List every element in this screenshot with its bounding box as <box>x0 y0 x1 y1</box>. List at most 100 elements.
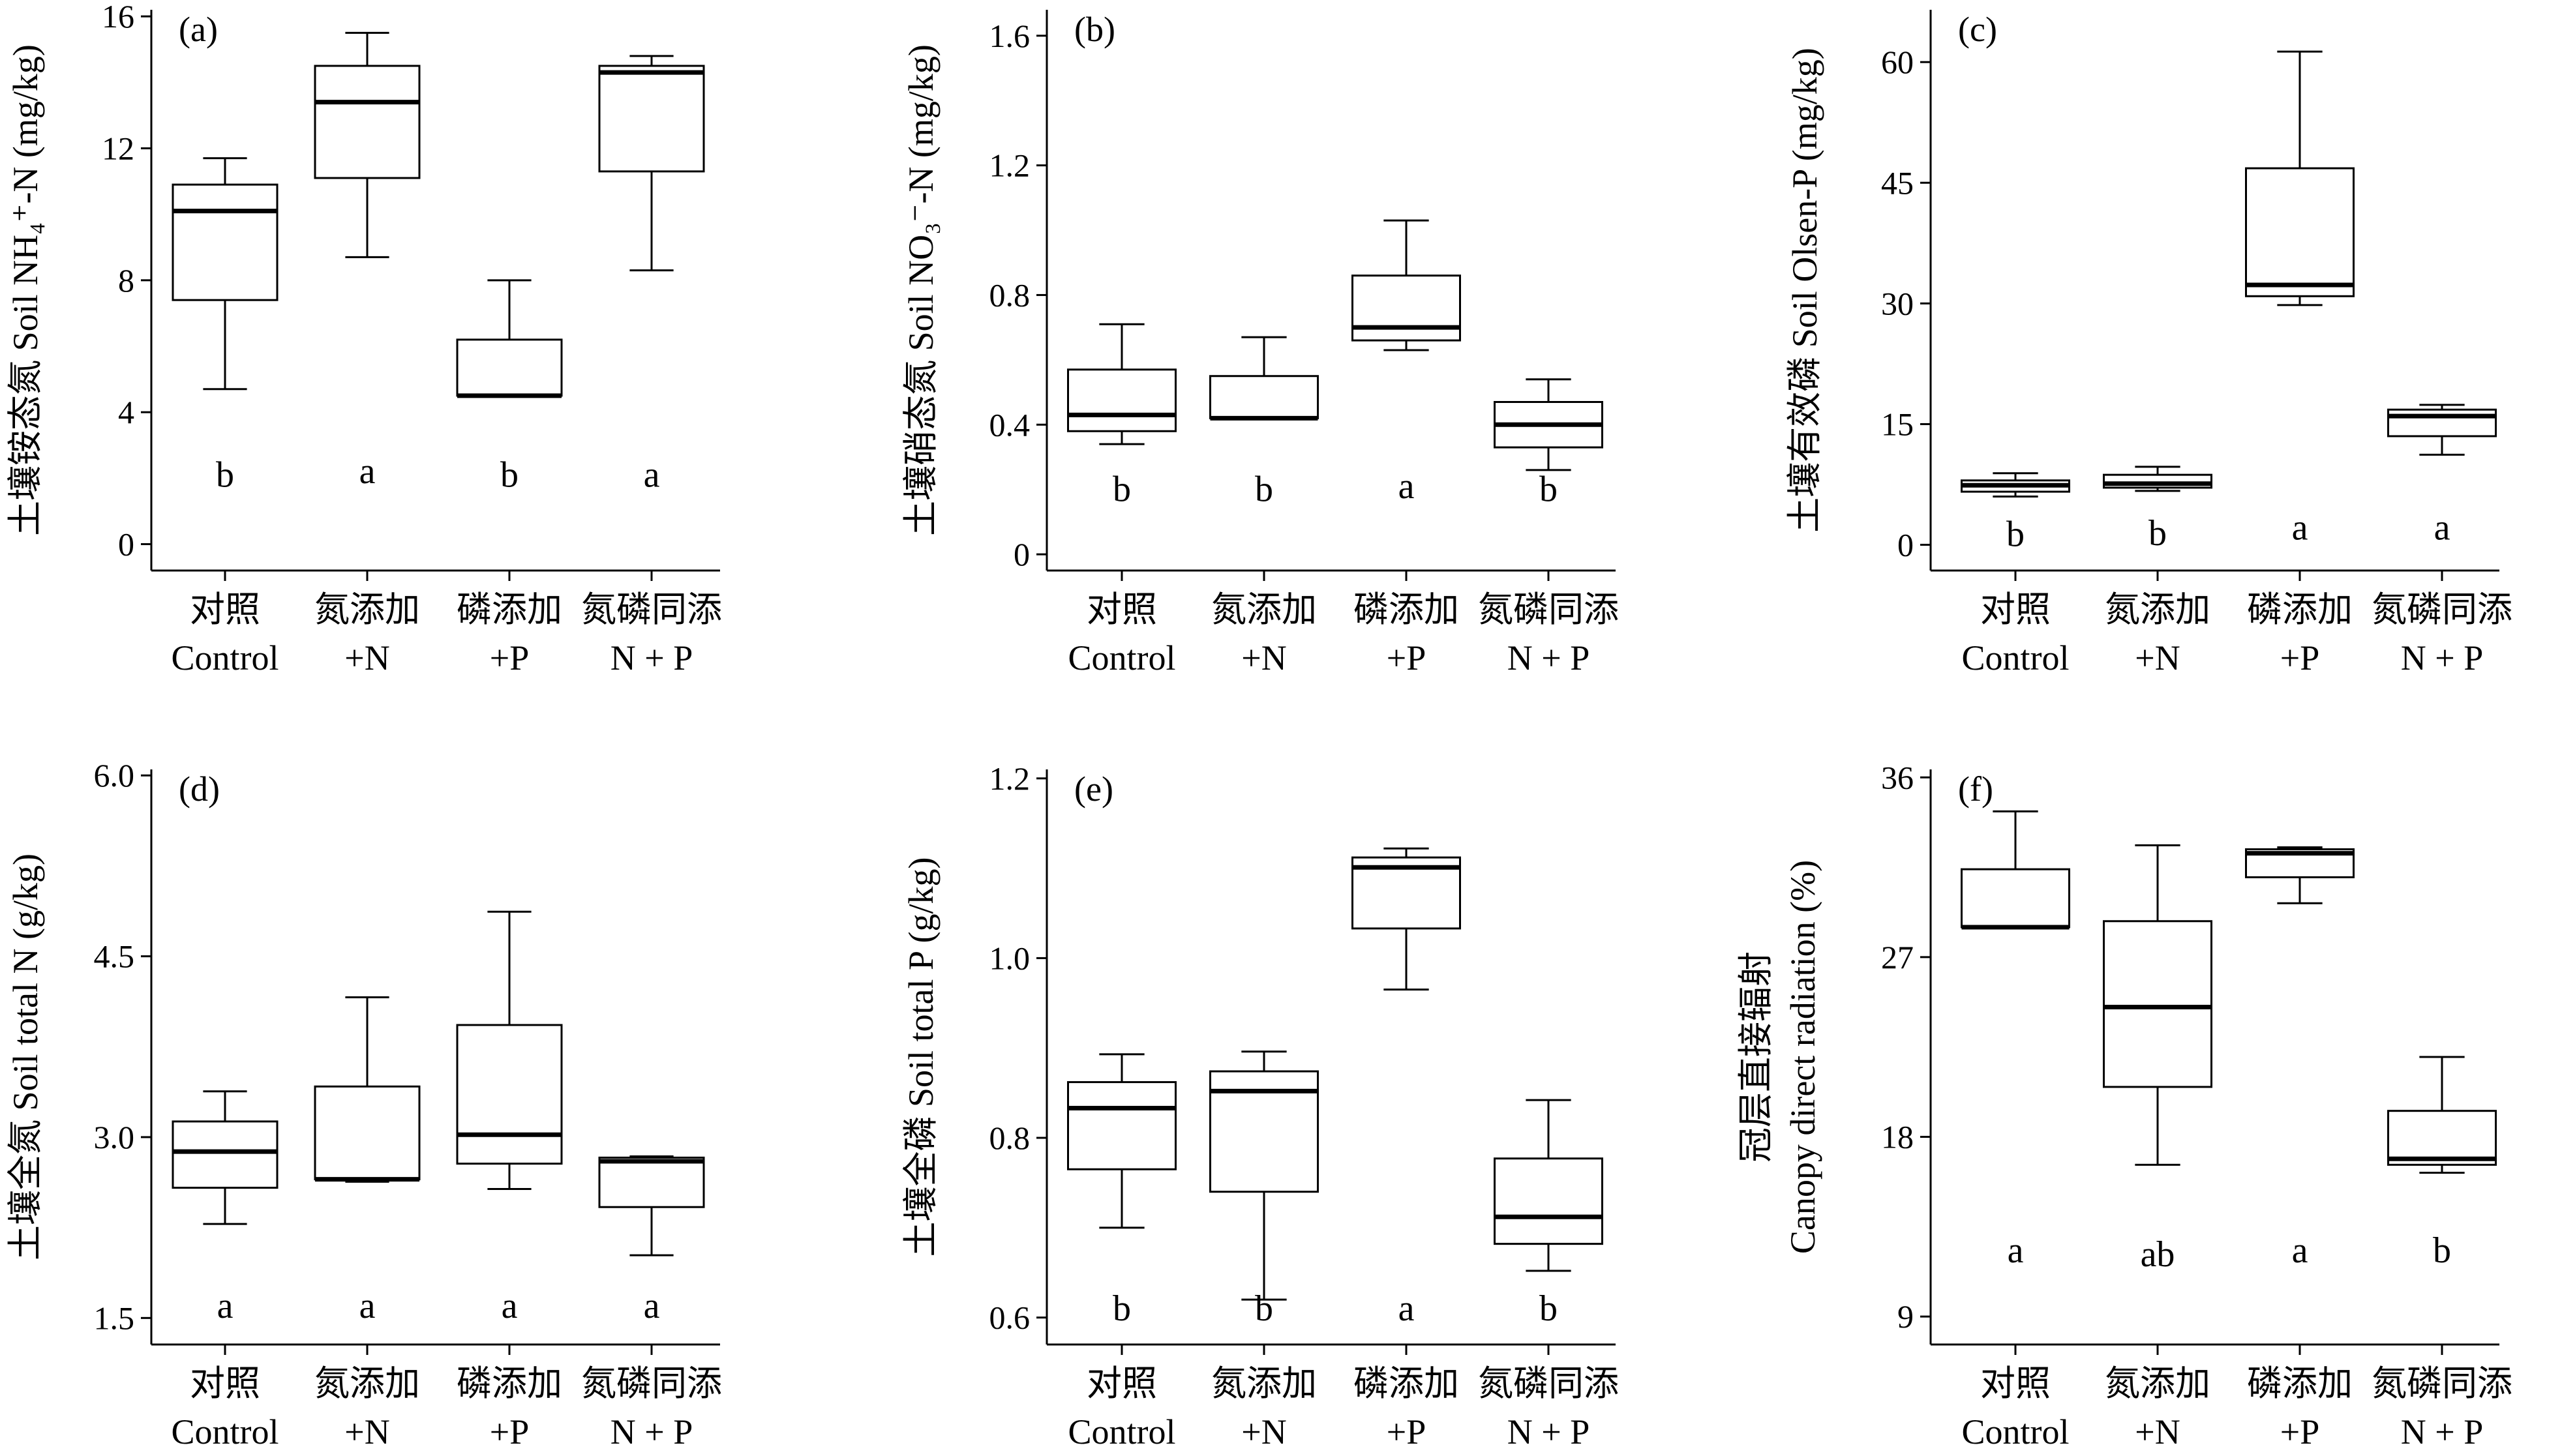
box-iqr <box>456 338 563 397</box>
y-tick-label: 12 <box>102 130 134 166</box>
category-label-cn: 氮添加 <box>314 1364 420 1403</box>
y-tick-label: 0.8 <box>989 1120 1031 1156</box>
significance-letter: b <box>500 454 519 495</box>
category-label-en: +N <box>344 1412 389 1451</box>
significance-letter: a <box>502 1286 518 1326</box>
category-label-cn: 对照 <box>1980 590 2051 629</box>
box-iqr <box>314 65 421 179</box>
category-label-en: Control <box>1068 638 1175 677</box>
category-label-en: +N <box>1241 638 1286 677</box>
category-label-cn: 氮磷同添 <box>2372 1364 2512 1403</box>
y-tick-label: 8 <box>118 262 134 299</box>
box-iqr <box>2387 408 2497 438</box>
significance-letter: b <box>1255 1288 1273 1329</box>
y-tick-label: 1.0 <box>989 940 1031 976</box>
significance-letter: a <box>1398 466 1415 507</box>
category-label-en: Control <box>1961 1412 2069 1451</box>
y-tick-label: 4 <box>118 394 134 430</box>
y-tick-label: 45 <box>1881 164 1914 201</box>
panel-label: (c) <box>1958 10 1997 49</box>
y-axis-label: 土壤全氮 Soil total N (g/kg) <box>6 854 45 1260</box>
y-tick-label: 3.0 <box>94 1119 135 1155</box>
y-axis-label-cn: 冠层直接辐射 <box>1736 951 1775 1163</box>
panel-label: (a) <box>179 10 218 49</box>
panel-label: (b) <box>1074 10 1115 49</box>
category-label-en: N + P <box>610 638 693 677</box>
significance-letter: a <box>2292 508 2308 548</box>
category-label-en: +P <box>2280 1412 2320 1451</box>
y-tick-label: 0 <box>1014 536 1030 572</box>
box-iqr <box>1961 868 2070 929</box>
panel-e: 0.6 0.8 1.0 1.2 对照 Control 氮添加 +N 磷添加 +P 氮磷同添 N + P… <box>901 760 1619 1451</box>
significance-letter: a <box>359 451 376 492</box>
y-tick-label: 0.6 <box>989 1300 1031 1336</box>
y-tick-label: 27 <box>1881 939 1914 975</box>
y-tick-label: 15 <box>1881 406 1914 442</box>
panel-label: (e) <box>1074 769 1113 809</box>
significance-letter: b <box>2148 513 2167 554</box>
y-tick-label: 30 <box>1881 285 1914 321</box>
category-label-cn: 氮添加 <box>2105 1364 2210 1403</box>
y-axis-label: 土壤铵态氮 Soil NH₄⁺-N (mg/kg) <box>6 44 45 536</box>
box-iqr <box>172 183 279 301</box>
significance-letter: b <box>216 454 234 495</box>
panel-label: (f) <box>1958 769 1993 809</box>
box-iqr <box>1351 275 1461 342</box>
panel-a: 0 4 8 12 16 对照 Control 氮添加 +N 磷添加 +P 氮磷同添 N + P b a b a (… <box>6 0 722 677</box>
category-label-en: N + P <box>1507 1412 1590 1451</box>
category-label-cn: 对照 <box>190 1364 260 1403</box>
category-label-cn: 磷添加 <box>1353 1364 1459 1403</box>
y-tick-label: 16 <box>102 0 134 35</box>
category-label-cn: 磷添加 <box>2247 590 2353 629</box>
category-label-en: +N <box>2135 638 2180 677</box>
category-label-cn: 磷添加 <box>2247 1364 2353 1403</box>
y-tick-label: 0 <box>118 526 134 563</box>
significance-letter: a <box>2292 1230 2308 1271</box>
y-axis-label: 土壤有效磷 Soil Olsen-P (mg/kg) <box>1785 48 1824 533</box>
significance-letter: b <box>2433 1230 2451 1271</box>
box-iqr <box>598 65 705 173</box>
category-label-en: +P <box>1387 638 1426 677</box>
category-label-cn: 氮磷同添 <box>581 1364 722 1403</box>
category-label-en: Control <box>1068 1412 1175 1451</box>
category-label-cn: 氮添加 <box>1211 590 1317 629</box>
category-label-en: Control <box>1961 638 2069 677</box>
box-iqr <box>456 1024 563 1165</box>
significance-letter: b <box>1113 469 1131 510</box>
panel-b: 0 0.4 0.8 1.2 1.6 对照 Control 氮添加 +N 磷添加 +P 氮磷同添 N + … <box>901 10 1619 677</box>
category-label-cn: 磷添加 <box>1353 590 1459 629</box>
significance-letter: b <box>1539 469 1558 510</box>
category-label-cn: 磷添加 <box>457 1364 562 1403</box>
category-label-en: +N <box>2135 1412 2180 1451</box>
y-tick-label: 1.5 <box>94 1300 135 1336</box>
panel-d: 1.5 3.0 4.5 6.0 对照 Control 氮添加 +N 磷添加 +P 氮磷同添 N + P… <box>6 757 722 1451</box>
category-label-en: +P <box>1387 1412 1426 1451</box>
box-iqr <box>172 1120 279 1189</box>
category-label-cn: 对照 <box>1087 1364 1157 1403</box>
y-tick-label: 60 <box>1881 44 1914 80</box>
category-label-cn: 对照 <box>190 590 260 629</box>
y-tick-label: 9 <box>1897 1298 1914 1335</box>
significance-letter: b <box>1113 1288 1131 1329</box>
category-label-cn: 氮磷同添 <box>2372 590 2512 629</box>
category-label-en: N + P <box>1507 638 1590 677</box>
category-label-en: +N <box>344 638 389 677</box>
significance-letter: b <box>1539 1288 1558 1329</box>
significance-letter: ab <box>2141 1234 2175 1275</box>
significance-letter: a <box>2008 1230 2024 1271</box>
significance-letter: a <box>644 1286 660 1326</box>
category-label-cn: 氮添加 <box>2105 590 2210 629</box>
category-label-cn: 氮添加 <box>1211 1364 1317 1403</box>
category-label-en: N + P <box>2401 1412 2483 1451</box>
significance-letter: b <box>1255 469 1273 510</box>
box-iqr <box>1209 375 1319 419</box>
box-iqr <box>2103 920 2212 1088</box>
y-tick-label: 36 <box>1881 759 1914 795</box>
category-label-cn: 对照 <box>1087 590 1157 629</box>
category-label-en: +P <box>490 1412 530 1451</box>
y-tick-label: 0 <box>1897 527 1914 563</box>
y-axis-label-en: Canopy direct radiation (%) <box>1783 860 1822 1254</box>
category-label-en: Control <box>171 638 279 677</box>
y-tick-label: 1.2 <box>989 147 1031 184</box>
